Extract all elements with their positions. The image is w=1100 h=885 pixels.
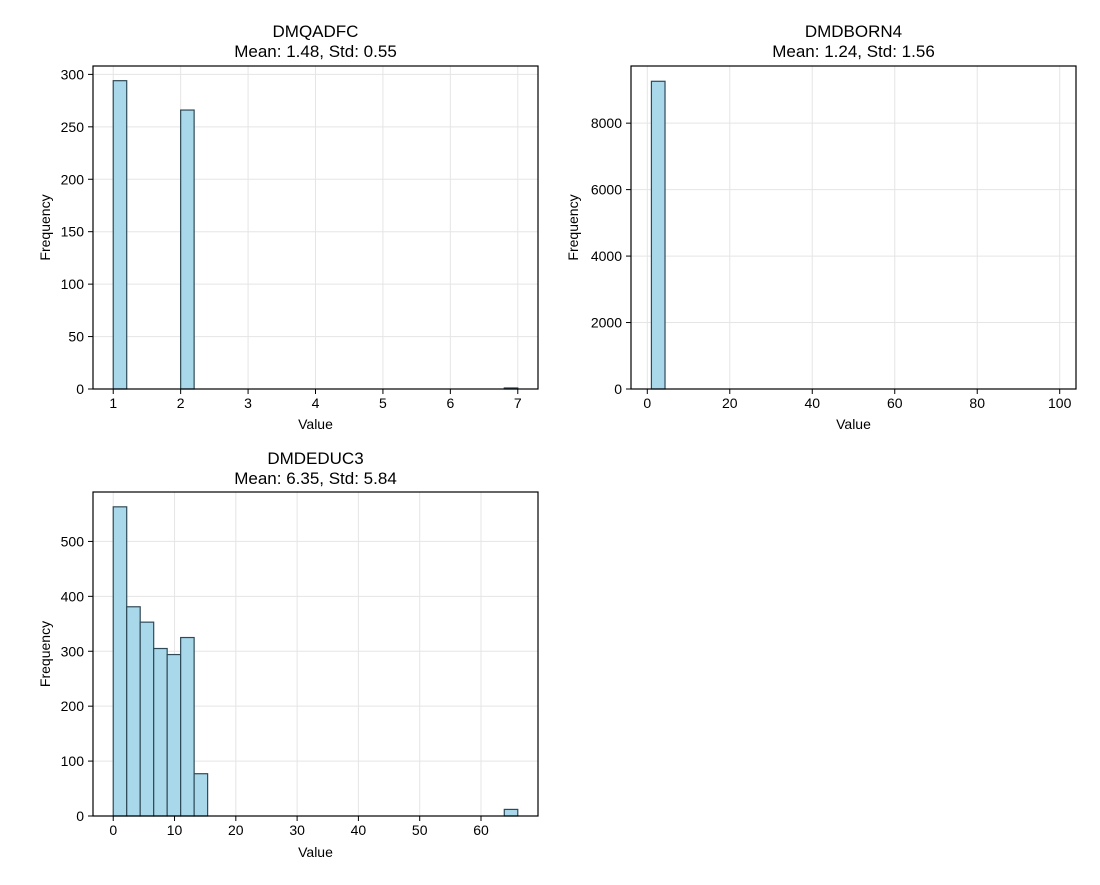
x-tick-label: 7 bbox=[514, 395, 522, 411]
bars bbox=[650, 80, 666, 390]
axes: 0 10 20 30 40 50 60 0 100 200 300 400 500 bbox=[61, 491, 539, 838]
x-axis-label: Value bbox=[836, 416, 871, 432]
y-tick-label: 8000 bbox=[591, 115, 622, 131]
y-tick-label: 100 bbox=[61, 753, 85, 769]
y-axis-label: Frequency bbox=[37, 194, 53, 260]
y-tick-label: 0 bbox=[614, 381, 622, 397]
y-tick-label: 0 bbox=[76, 381, 84, 397]
x-tick-label: 40 bbox=[351, 822, 367, 838]
y-tick-label: 150 bbox=[61, 224, 85, 240]
y-tick-label: 0 bbox=[76, 808, 84, 824]
x-tick-label: 3 bbox=[244, 395, 252, 411]
subplot-dmdeduc3: DMDEDUC3 Mean: 6.35, Std: 5.84 0 10 20 30 40… bbox=[37, 449, 539, 860]
x-tick-label: 20 bbox=[228, 822, 244, 838]
y-axis-label: Frequency bbox=[565, 194, 581, 260]
x-tick-label: 2 bbox=[177, 395, 185, 411]
x-axis-label: Value bbox=[298, 844, 333, 860]
y-tick-label: 500 bbox=[61, 533, 85, 549]
y-axis-label: Frequency bbox=[37, 621, 53, 687]
subplot-title: DMQADFC bbox=[273, 22, 359, 41]
subplot-dmqadfc: DMQADFC Mean: 1.48, Std: 0.55 1 2 3 4 5 6 7 0 50… bbox=[37, 22, 539, 432]
y-tick-label: 200 bbox=[61, 171, 85, 187]
x-tick-label: 20 bbox=[722, 395, 738, 411]
histogram-bar bbox=[153, 647, 168, 817]
plot-frame bbox=[92, 491, 539, 817]
axes: 1 2 3 4 5 6 7 0 50 100 150 200 250 300 bbox=[61, 65, 539, 411]
y-tick-label: 100 bbox=[61, 276, 85, 292]
y-tick-label: 200 bbox=[61, 698, 85, 714]
subplot-title: DMDBORN4 bbox=[805, 22, 902, 41]
x-tick-label: 30 bbox=[289, 822, 305, 838]
y-tick-label: 50 bbox=[68, 329, 84, 345]
y-tick-label: 4000 bbox=[591, 248, 622, 264]
subplot-subtitle: Mean: 6.35, Std: 5.84 bbox=[234, 469, 397, 488]
x-tick-label: 80 bbox=[969, 395, 985, 411]
histogram-bar bbox=[503, 808, 519, 817]
y-tick-label: 2000 bbox=[591, 315, 622, 331]
histogram-bar bbox=[180, 109, 195, 390]
x-tick-label: 0 bbox=[643, 395, 651, 411]
x-tick-label: 60 bbox=[473, 822, 489, 838]
histogram-bar bbox=[126, 606, 141, 817]
x-tick-label: 6 bbox=[446, 395, 454, 411]
histogram-bar bbox=[650, 80, 666, 390]
grid bbox=[93, 66, 538, 390]
y-tick-label: 400 bbox=[61, 588, 85, 604]
axes: 0 20 40 60 80 100 0 2000 4000 6000 8000 bbox=[591, 65, 1077, 411]
histogram-bar bbox=[112, 80, 128, 390]
x-tick-label: 10 bbox=[167, 822, 183, 838]
x-tick-label: 1 bbox=[109, 395, 117, 411]
bars bbox=[112, 506, 519, 817]
bars bbox=[112, 80, 519, 390]
x-tick-label: 4 bbox=[312, 395, 320, 411]
x-axis-label: Value bbox=[298, 416, 333, 432]
y-tick-label: 300 bbox=[61, 643, 85, 659]
subplot-dmdborn4: DMDBORN4 Mean: 1.24, Std: 1.56 0 20 40 60 80… bbox=[565, 22, 1077, 432]
subplot-title: DMDEDUC3 bbox=[267, 449, 363, 468]
histogram-bar bbox=[193, 773, 209, 817]
histogram-bar bbox=[166, 653, 182, 817]
histogram-bar bbox=[139, 621, 155, 817]
histogram-bar bbox=[112, 506, 128, 817]
plot-frame bbox=[630, 65, 1077, 390]
x-tick-label: 50 bbox=[412, 822, 428, 838]
y-tick-label: 6000 bbox=[591, 182, 622, 198]
subplot-subtitle: Mean: 1.24, Std: 1.56 bbox=[772, 42, 935, 61]
y-tick-label: 300 bbox=[61, 66, 85, 82]
x-tick-label: 60 bbox=[887, 395, 903, 411]
x-tick-label: 0 bbox=[109, 822, 117, 838]
grid bbox=[631, 66, 1076, 390]
histogram-bar bbox=[180, 636, 195, 817]
x-tick-label: 100 bbox=[1048, 395, 1072, 411]
subplot-subtitle: Mean: 1.48, Std: 0.55 bbox=[234, 42, 397, 61]
y-tick-label: 250 bbox=[61, 119, 85, 135]
x-tick-label: 40 bbox=[804, 395, 820, 411]
x-tick-label: 5 bbox=[379, 395, 387, 411]
